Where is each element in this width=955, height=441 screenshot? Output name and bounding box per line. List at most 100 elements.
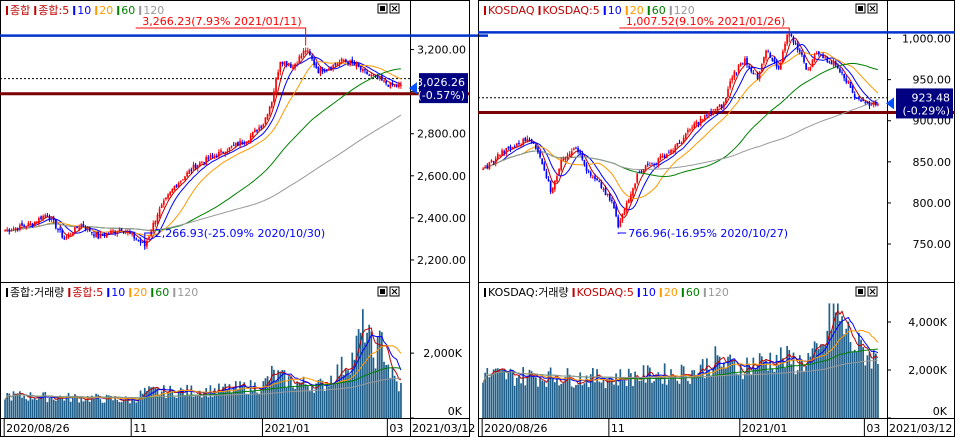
candle-body bbox=[93, 234, 95, 237]
candle bbox=[735, 72, 738, 76]
candle bbox=[270, 101, 273, 109]
close-mark[interactable] bbox=[869, 5, 876, 12]
volume-bar bbox=[143, 387, 146, 418]
candle bbox=[619, 217, 622, 228]
volume-bar bbox=[513, 385, 516, 418]
candle-body bbox=[722, 102, 725, 109]
volume-bar bbox=[836, 303, 839, 418]
candle bbox=[135, 237, 138, 241]
volume-bar bbox=[532, 376, 535, 418]
candle-body bbox=[273, 91, 275, 102]
candle-body bbox=[860, 99, 862, 102]
candle bbox=[608, 193, 611, 202]
minimize-icon-price[interactable] bbox=[377, 3, 388, 14]
candle bbox=[97, 231, 100, 240]
minimize-mark[interactable] bbox=[858, 289, 863, 294]
close-icon-volume[interactable] bbox=[867, 286, 878, 297]
volume-bar bbox=[381, 332, 383, 418]
volume-tick-label: 0K bbox=[448, 405, 463, 418]
volume-bar bbox=[93, 398, 95, 418]
candle-body bbox=[25, 226, 28, 228]
candle-body bbox=[82, 223, 85, 227]
volume-bar bbox=[771, 368, 774, 418]
volume-bar bbox=[598, 381, 601, 418]
candle-body bbox=[266, 114, 269, 119]
volume-bar bbox=[710, 376, 712, 418]
candle-body bbox=[672, 150, 674, 152]
minimize-icon-price[interactable] bbox=[855, 3, 866, 14]
candle-body bbox=[697, 122, 700, 125]
candle-body bbox=[520, 144, 522, 146]
volume-bar bbox=[583, 383, 586, 418]
minimize-mark[interactable] bbox=[380, 6, 385, 11]
volume-bar bbox=[48, 397, 51, 418]
candle-body bbox=[152, 222, 155, 232]
candle-body bbox=[868, 102, 871, 107]
candle bbox=[372, 73, 375, 77]
close-icon-volume[interactable] bbox=[389, 286, 400, 297]
minimize-icon-volume[interactable] bbox=[855, 286, 866, 297]
candle-body bbox=[8, 229, 11, 232]
volume-bar bbox=[488, 377, 491, 418]
candle bbox=[864, 101, 867, 105]
candle-body bbox=[48, 216, 51, 220]
minimize-mark[interactable] bbox=[380, 289, 385, 294]
volume-bar bbox=[150, 387, 152, 418]
candle-body bbox=[249, 135, 252, 142]
candle bbox=[695, 119, 698, 128]
candle bbox=[547, 176, 550, 182]
candle-body bbox=[376, 75, 379, 79]
volume-bar bbox=[784, 368, 786, 418]
volume-bar bbox=[796, 370, 799, 418]
volume-bar bbox=[169, 385, 172, 418]
candle-body bbox=[573, 148, 575, 150]
candle-body bbox=[262, 124, 265, 128]
candle bbox=[849, 81, 852, 88]
candle bbox=[562, 156, 565, 162]
candle bbox=[397, 81, 400, 89]
candle-body bbox=[120, 228, 123, 231]
candle bbox=[93, 231, 95, 239]
candle bbox=[141, 241, 144, 244]
candle-body bbox=[834, 61, 837, 66]
panel-border bbox=[0, 0, 470, 437]
candle bbox=[139, 237, 142, 246]
candle bbox=[226, 148, 229, 155]
volume-bar bbox=[718, 356, 721, 418]
candle bbox=[309, 48, 311, 56]
candle bbox=[741, 62, 744, 65]
candle-body bbox=[758, 71, 761, 79]
volume-bar bbox=[703, 378, 706, 418]
candle bbox=[499, 154, 501, 157]
minimize-mark[interactable] bbox=[858, 6, 863, 11]
close-mark[interactable] bbox=[391, 288, 398, 295]
volume-bar bbox=[124, 396, 127, 418]
volume-bar bbox=[522, 367, 525, 418]
candle-body bbox=[501, 150, 503, 156]
close-mark[interactable] bbox=[869, 288, 876, 295]
volume-bar bbox=[315, 383, 318, 418]
candle bbox=[636, 173, 639, 185]
candle bbox=[868, 100, 871, 110]
candle bbox=[279, 61, 282, 76]
candle bbox=[16, 227, 19, 232]
candle-body bbox=[841, 72, 843, 74]
close-icon-price[interactable] bbox=[867, 3, 878, 14]
candle bbox=[12, 226, 15, 232]
volume-bar bbox=[256, 392, 258, 418]
candle-body bbox=[858, 97, 860, 100]
candle bbox=[682, 135, 685, 144]
candle bbox=[190, 167, 193, 174]
close-icon-price[interactable] bbox=[389, 3, 400, 14]
candle-body bbox=[752, 72, 755, 75]
volume-bar bbox=[570, 386, 573, 418]
candle bbox=[243, 140, 246, 146]
candle bbox=[6, 227, 9, 233]
volume-bar bbox=[290, 377, 292, 418]
candle bbox=[560, 157, 563, 172]
volume-bar bbox=[152, 386, 155, 418]
close-mark[interactable] bbox=[391, 5, 398, 12]
volume-bar bbox=[10, 400, 13, 418]
minimize-icon-volume[interactable] bbox=[377, 286, 388, 297]
